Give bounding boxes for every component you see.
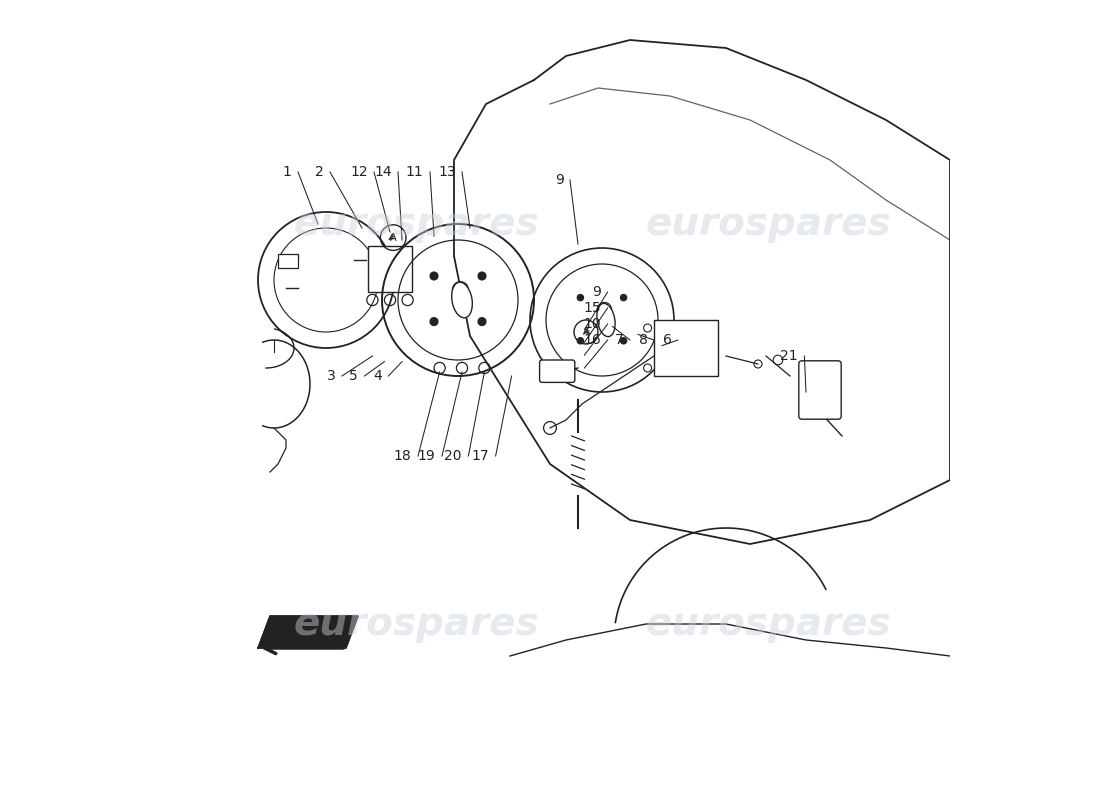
Circle shape xyxy=(430,272,438,280)
Text: eurospares: eurospares xyxy=(294,205,540,243)
Text: 21: 21 xyxy=(780,349,798,363)
Text: 9: 9 xyxy=(554,173,563,187)
Text: 10: 10 xyxy=(584,317,602,331)
Circle shape xyxy=(478,318,486,326)
Text: 2: 2 xyxy=(315,165,323,179)
Text: 8: 8 xyxy=(639,333,648,347)
Circle shape xyxy=(578,338,584,344)
Bar xyxy=(654,320,718,376)
Circle shape xyxy=(430,318,438,326)
Text: 11: 11 xyxy=(406,165,424,179)
Text: 5: 5 xyxy=(350,369,358,383)
Text: A: A xyxy=(389,233,396,242)
Polygon shape xyxy=(258,616,358,648)
Circle shape xyxy=(620,294,627,301)
Circle shape xyxy=(578,294,584,301)
Text: 9: 9 xyxy=(592,285,602,299)
Text: 4: 4 xyxy=(373,369,382,383)
Text: 7: 7 xyxy=(615,333,624,347)
FancyBboxPatch shape xyxy=(799,361,842,419)
Text: eurospares: eurospares xyxy=(646,605,892,643)
FancyBboxPatch shape xyxy=(540,360,575,382)
Text: 20: 20 xyxy=(444,449,462,463)
Text: 16: 16 xyxy=(583,333,602,347)
Text: 18: 18 xyxy=(394,449,411,463)
Bar xyxy=(367,246,412,292)
Text: eurospares: eurospares xyxy=(294,605,540,643)
Text: A: A xyxy=(583,327,590,337)
Ellipse shape xyxy=(597,303,615,337)
Circle shape xyxy=(620,338,627,344)
Text: 13: 13 xyxy=(438,165,455,179)
Ellipse shape xyxy=(452,282,472,318)
Text: 19: 19 xyxy=(418,449,436,463)
Text: 17: 17 xyxy=(472,449,490,463)
Bar xyxy=(278,254,298,268)
Text: 1: 1 xyxy=(283,165,292,179)
Text: 6: 6 xyxy=(662,333,672,347)
Text: eurospares: eurospares xyxy=(646,205,892,243)
Text: 3: 3 xyxy=(327,369,336,383)
Text: 14: 14 xyxy=(374,165,392,179)
Circle shape xyxy=(478,272,486,280)
Text: 12: 12 xyxy=(350,165,367,179)
Text: 15: 15 xyxy=(584,301,602,315)
